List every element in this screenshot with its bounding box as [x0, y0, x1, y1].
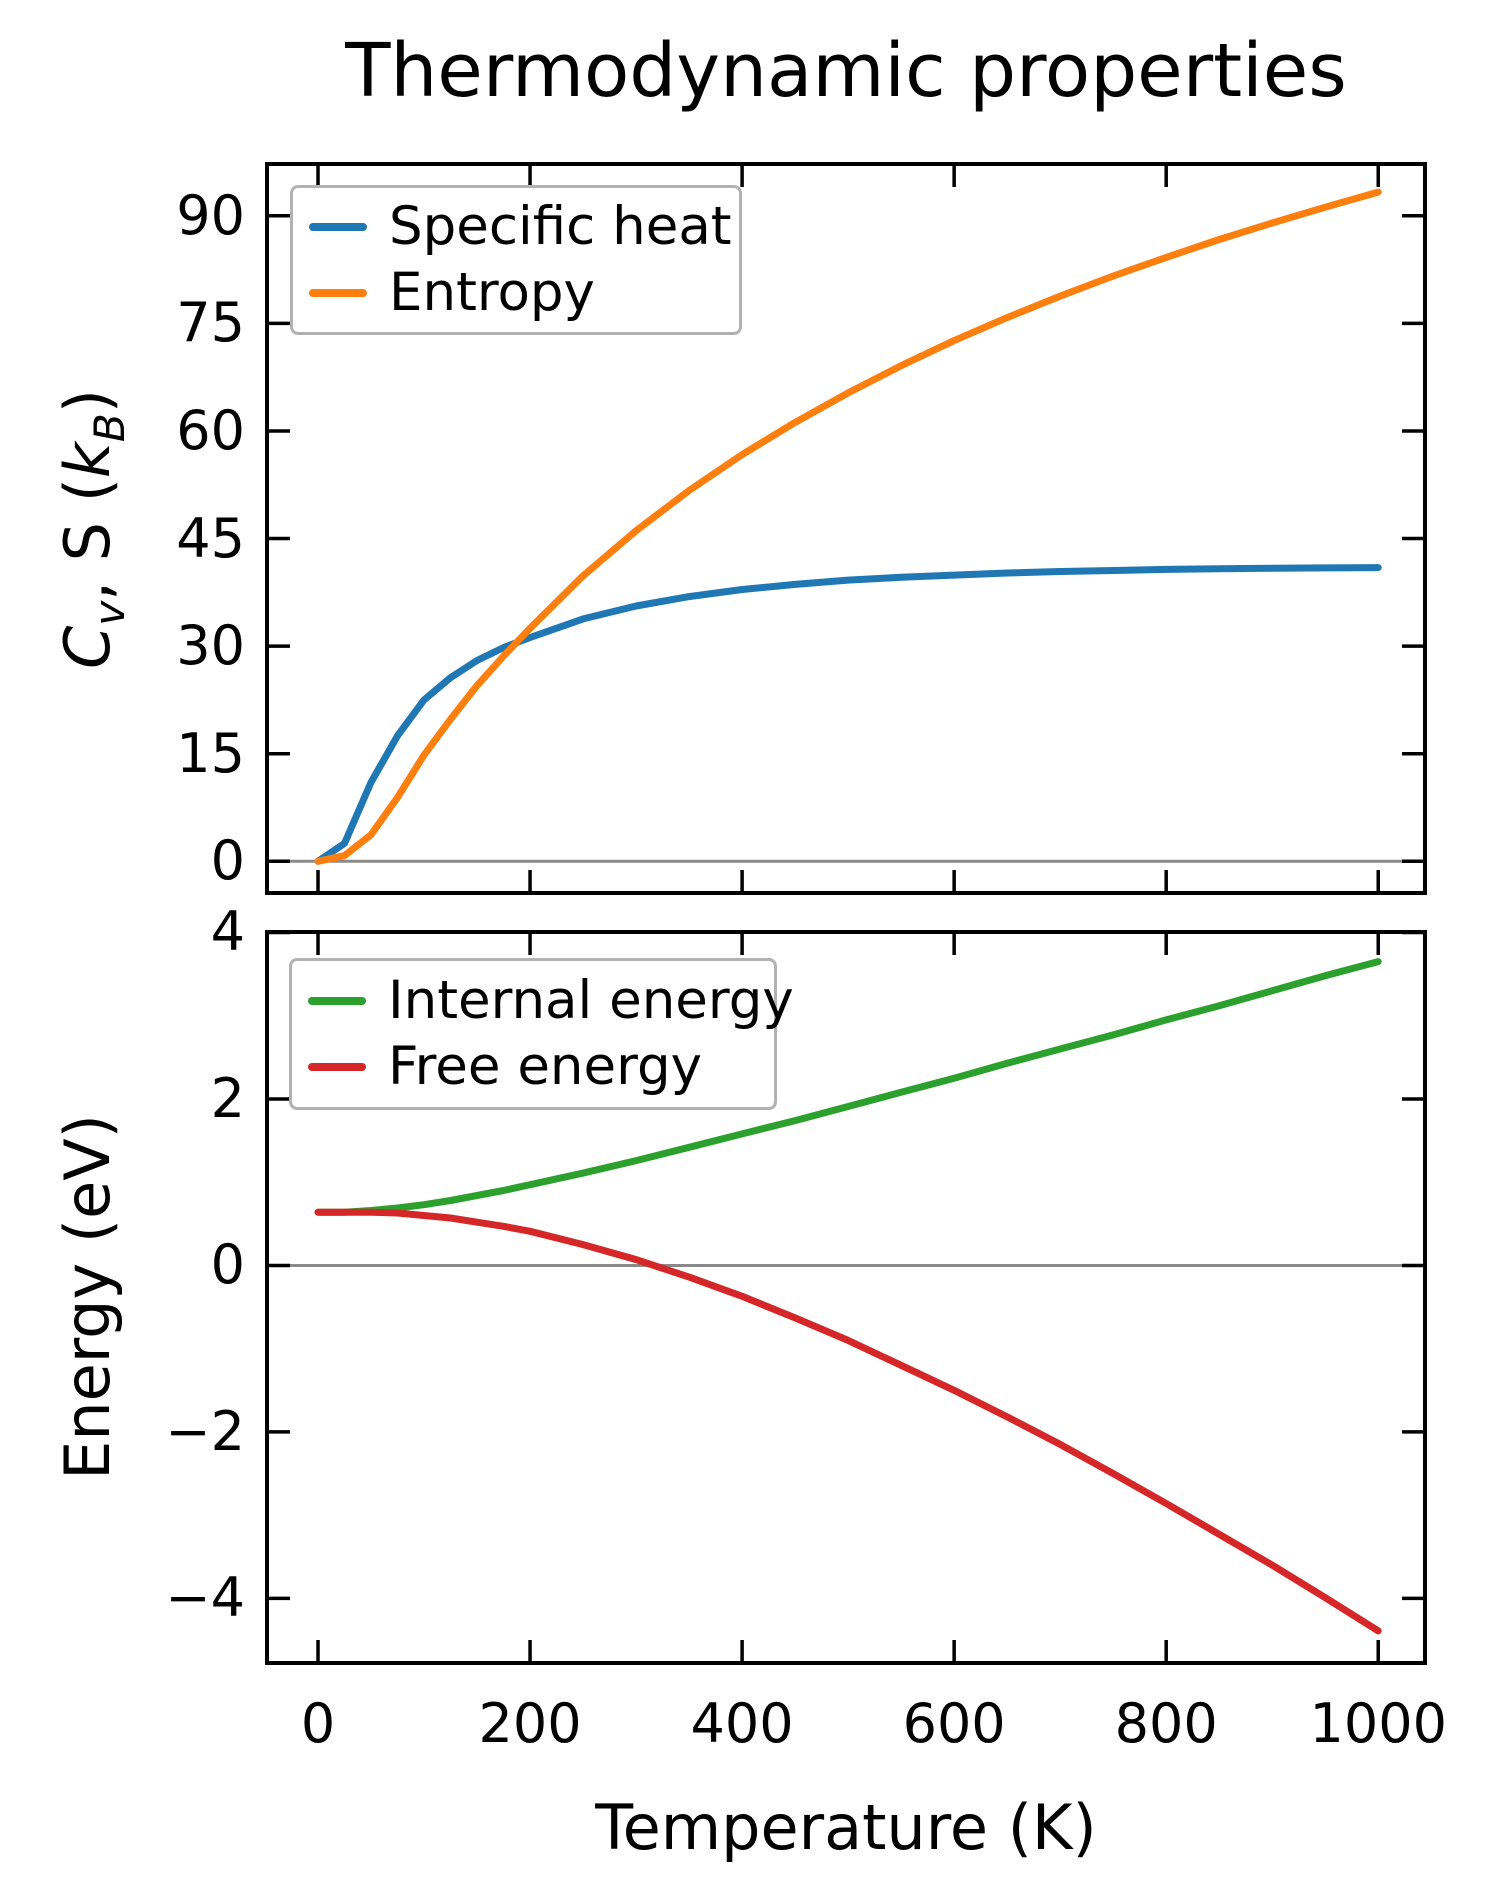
x-tick-label: 800: [1114, 1692, 1218, 1755]
bottom-plot-area: [265, 930, 1427, 1665]
series-line-free-energy: [314, 1208, 1382, 1635]
y-tick-label: 2: [210, 1066, 245, 1130]
free-energy-line-sample: [308, 1063, 366, 1071]
entropy-line-sample: [309, 288, 367, 297]
y-tick-label: −4: [165, 1566, 245, 1630]
x-tick-label: 1000: [1309, 1692, 1447, 1755]
top-legend: Specific heat Entropy: [290, 185, 742, 335]
series-line-entropy: [314, 188, 1382, 865]
x-tick-label: 0: [300, 1692, 336, 1755]
series-line-specific-heat: [314, 564, 1382, 865]
series-line-internal-energy: [314, 958, 1382, 1216]
bottom-legend: Internal energy Free energy: [289, 958, 794, 1110]
y-tick-label: 45: [176, 506, 245, 570]
legend-item-entropy: Entropy: [309, 261, 729, 323]
legend-item-free-energy: Free energy: [308, 1037, 764, 1097]
figure-title: Thermodynamic properties: [345, 28, 1347, 114]
y-tick-label: 30: [176, 614, 245, 678]
legend-label-internal-energy: Internal energy: [388, 970, 794, 1031]
legend-label-free-energy: Free energy: [388, 1036, 702, 1097]
top-plot-area: [265, 162, 1427, 895]
y-tick-label: 0: [210, 829, 245, 893]
internal-energy-line-sample: [308, 997, 366, 1005]
y-tick-label: 0: [210, 1233, 245, 1297]
axes-spines: [265, 162, 1427, 895]
specific-heat-line-sample: [309, 223, 367, 232]
legend-item-specific-heat: Specific heat: [309, 196, 732, 258]
y-tick-label: 90: [176, 183, 245, 247]
legend-item-internal-energy: Internal energy: [308, 971, 794, 1031]
y-tick-label: 60: [176, 398, 245, 462]
x-tick-label: 600: [902, 1692, 1006, 1755]
x-axis-label: Temperature (K): [595, 1791, 1097, 1864]
legend-label-entropy: Entropy: [389, 261, 595, 323]
x-tick-label: 200: [478, 1692, 582, 1755]
x-tick-label: 400: [690, 1692, 794, 1755]
y-tick-label: 75: [176, 291, 245, 355]
y-tick-label: 15: [176, 721, 245, 785]
y-tick-label: 4: [210, 900, 245, 964]
axes-spines: [265, 930, 1427, 1665]
legend-label-specific-heat: Specific heat: [389, 196, 732, 258]
y-tick-label: −2: [165, 1399, 245, 1463]
